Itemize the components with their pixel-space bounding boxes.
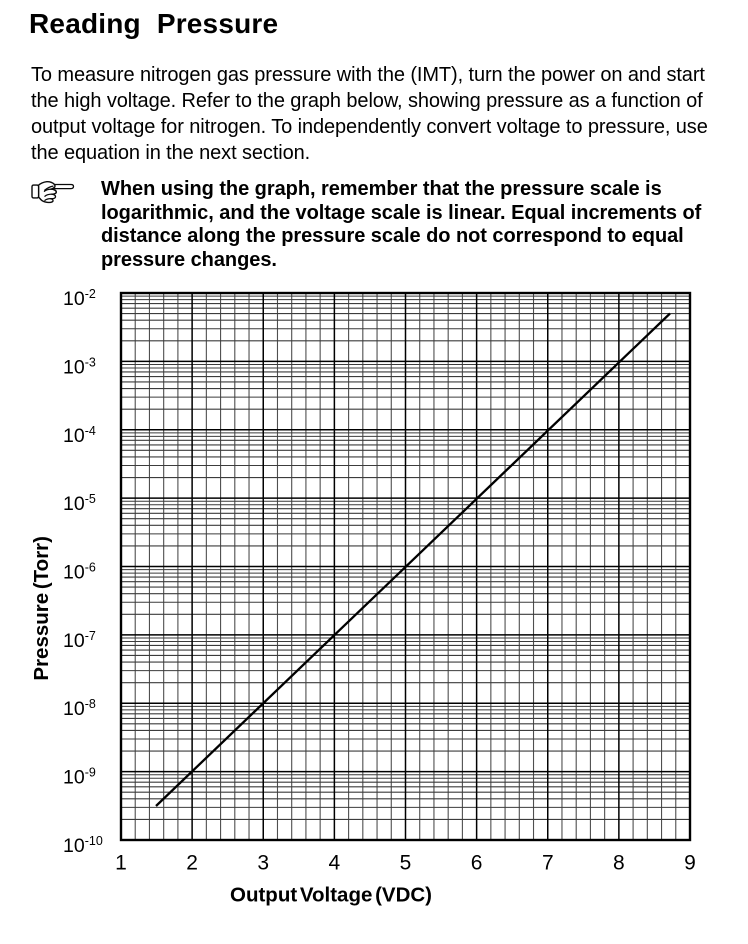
svg-text:Pressure (Torr): Pressure (Torr) xyxy=(30,536,53,681)
svg-text:8: 8 xyxy=(613,852,625,875)
svg-text:7: 7 xyxy=(542,852,554,875)
svg-text:9: 9 xyxy=(684,852,696,875)
svg-text:4: 4 xyxy=(329,852,341,875)
svg-text:10-6: 10-6 xyxy=(63,561,96,584)
svg-text:5: 5 xyxy=(400,852,412,875)
svg-text:10-10: 10-10 xyxy=(63,834,103,857)
svg-text:10-3: 10-3 xyxy=(63,355,96,378)
svg-text:3: 3 xyxy=(257,852,269,875)
svg-text:10-5: 10-5 xyxy=(63,492,96,515)
svg-text:2: 2 xyxy=(186,852,198,875)
svg-text:10-8: 10-8 xyxy=(63,697,96,720)
svg-text:Output Voltage (VDC): Output Voltage (VDC) xyxy=(230,884,432,907)
svg-text:10-7: 10-7 xyxy=(63,629,96,652)
svg-text:1: 1 xyxy=(115,852,127,875)
svg-text:10-9: 10-9 xyxy=(63,766,96,789)
svg-text:6: 6 xyxy=(471,852,483,875)
svg-text:10-2: 10-2 xyxy=(63,287,96,310)
svg-text:10-4: 10-4 xyxy=(63,424,96,447)
